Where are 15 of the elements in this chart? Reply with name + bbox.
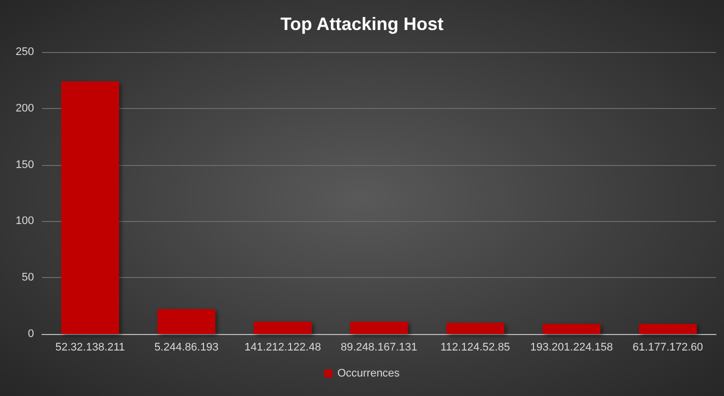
y-tick-label: 200 — [16, 102, 34, 114]
y-tick-label: 150 — [16, 158, 34, 171]
x-tick-label: 5.244.86.193 — [154, 342, 219, 354]
y-tick-label: 100 — [16, 215, 34, 228]
chart-title: Top Attacking Host — [280, 14, 444, 34]
x-tick-label: 193.201.224.158 — [530, 342, 613, 354]
x-tick-label: 52.32.138.211 — [55, 342, 125, 354]
x-tick-label: 141.212.122.48 — [244, 342, 321, 354]
x-tick-label: 112.124.52.85 — [440, 342, 510, 354]
y-tick-label: 0 — [28, 328, 34, 340]
x-tick-label: 89.248.167.131 — [340, 342, 418, 354]
x-tick-label: 61.177.172.60 — [632, 342, 704, 354]
y-tick-label: 250 — [16, 46, 34, 58]
y-tick-label: 50 — [22, 272, 34, 284]
legend-label: Occurrences — [337, 368, 400, 380]
